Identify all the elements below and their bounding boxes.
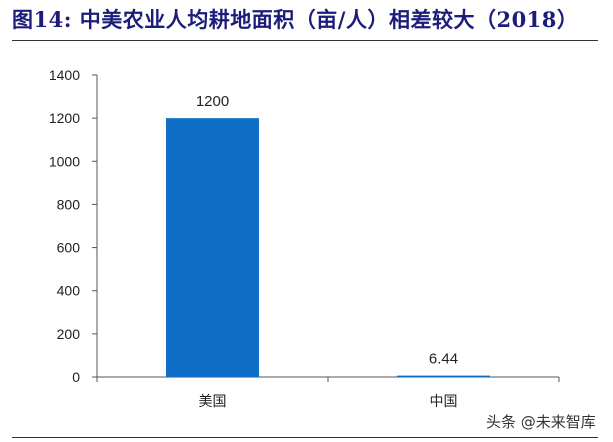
y-tick-label: 800 bbox=[57, 196, 81, 212]
y-tick-label: 1000 bbox=[49, 153, 80, 169]
chart-title: 图14: 中美农业人均耕地面积（亩/人）相差较大（2018） bbox=[12, 7, 579, 32]
bottom-divider bbox=[12, 437, 598, 438]
title-divider bbox=[12, 40, 598, 41]
y-tick-label: 400 bbox=[57, 283, 81, 299]
watermark: 头条 @未来智库 bbox=[486, 413, 596, 431]
bar-1 bbox=[397, 375, 490, 378]
y-tick-label: 0 bbox=[72, 369, 80, 385]
y-tick-label: 600 bbox=[57, 240, 81, 256]
bar-0 bbox=[166, 118, 259, 378]
y-tick-label: 1400 bbox=[49, 67, 80, 83]
y-tick-label: 200 bbox=[57, 326, 81, 342]
data-label: 1200 bbox=[196, 93, 229, 110]
x-tick-label: 美国 bbox=[199, 394, 227, 410]
data-label: 6.44 bbox=[429, 351, 458, 368]
x-tick-label: 中国 bbox=[430, 394, 458, 410]
y-tick-label: 1200 bbox=[49, 110, 80, 126]
